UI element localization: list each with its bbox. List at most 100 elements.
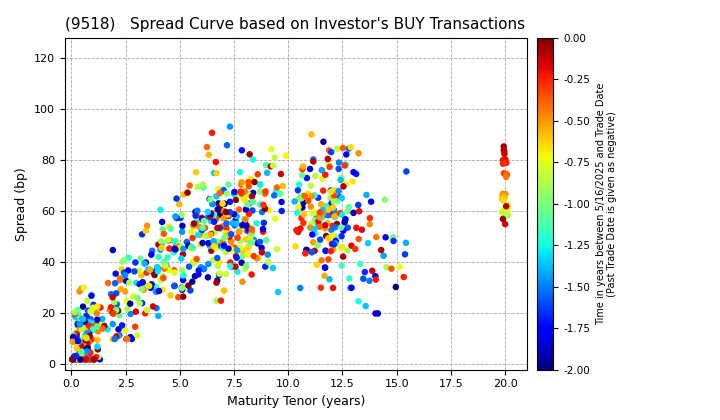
Point	[145, 284, 156, 291]
Point	[240, 262, 252, 269]
Point	[325, 248, 337, 255]
Point	[324, 163, 336, 170]
Point	[176, 228, 188, 235]
Point	[322, 212, 333, 219]
Point	[141, 307, 153, 313]
Point	[221, 220, 233, 227]
Point	[81, 328, 93, 335]
Point	[176, 284, 187, 291]
Point	[254, 181, 266, 188]
Point	[314, 214, 325, 221]
Point	[248, 178, 260, 185]
Point	[74, 336, 86, 343]
Point	[72, 318, 84, 325]
Point	[500, 221, 511, 228]
Point	[113, 312, 125, 319]
Point	[148, 269, 159, 276]
Point	[117, 258, 128, 265]
Point	[76, 285, 87, 292]
Point	[143, 266, 154, 273]
Point	[129, 268, 140, 275]
Point	[248, 199, 259, 205]
Point	[73, 339, 85, 346]
Point	[94, 326, 105, 332]
Point	[206, 247, 217, 254]
Point	[213, 271, 225, 278]
Point	[80, 356, 91, 363]
Point	[157, 226, 168, 233]
Point	[307, 156, 319, 163]
Point	[197, 227, 208, 234]
Point	[91, 323, 103, 330]
Point	[340, 161, 351, 168]
Point	[307, 231, 318, 238]
Point	[66, 356, 78, 363]
Point	[68, 334, 79, 341]
Point	[177, 277, 189, 284]
Point	[235, 188, 246, 195]
Point	[212, 225, 223, 231]
Point	[84, 324, 96, 331]
Point	[320, 202, 332, 209]
Point	[197, 214, 208, 221]
Point	[136, 286, 148, 293]
Point	[135, 272, 147, 279]
Point	[71, 356, 83, 363]
Point	[305, 182, 317, 189]
Point	[155, 207, 166, 213]
Point	[499, 194, 510, 201]
Point	[68, 354, 79, 360]
Point	[262, 251, 274, 258]
Point	[76, 324, 88, 331]
Point	[83, 347, 94, 354]
Point	[498, 197, 510, 204]
Point	[366, 268, 378, 274]
Point	[318, 139, 329, 145]
Point	[114, 311, 125, 318]
Point	[253, 255, 264, 262]
Point	[195, 241, 207, 248]
Point	[243, 244, 254, 251]
Point	[314, 223, 325, 230]
Point	[90, 319, 102, 326]
Point	[73, 350, 84, 357]
Point	[212, 200, 224, 207]
Point	[162, 254, 174, 261]
Point	[168, 238, 180, 245]
Point	[77, 349, 89, 355]
Point	[153, 288, 165, 294]
Point	[130, 308, 142, 315]
Point	[198, 265, 210, 272]
Point	[365, 198, 377, 205]
Point	[307, 158, 319, 165]
Point	[222, 231, 233, 238]
Point	[254, 188, 266, 195]
Point	[175, 215, 186, 221]
Point	[169, 282, 181, 289]
Point	[69, 310, 81, 317]
Point	[310, 173, 321, 179]
X-axis label: Maturity Tenor (years): Maturity Tenor (years)	[227, 395, 365, 408]
Point	[319, 264, 330, 271]
Point	[327, 232, 338, 239]
Point	[186, 278, 198, 285]
Point	[208, 212, 220, 219]
Point	[84, 333, 95, 339]
Point	[121, 336, 132, 342]
Point	[338, 227, 349, 234]
Point	[152, 268, 163, 275]
Point	[186, 235, 198, 242]
Point	[117, 322, 128, 329]
Point	[86, 291, 98, 298]
Point	[88, 302, 99, 308]
Point	[501, 171, 513, 178]
Point	[330, 211, 342, 218]
Point	[81, 324, 92, 331]
Point	[86, 356, 97, 363]
Point	[122, 267, 134, 274]
Point	[328, 187, 340, 194]
Point	[328, 234, 340, 240]
Point	[163, 245, 175, 252]
Point	[228, 189, 240, 195]
Point	[499, 210, 510, 217]
